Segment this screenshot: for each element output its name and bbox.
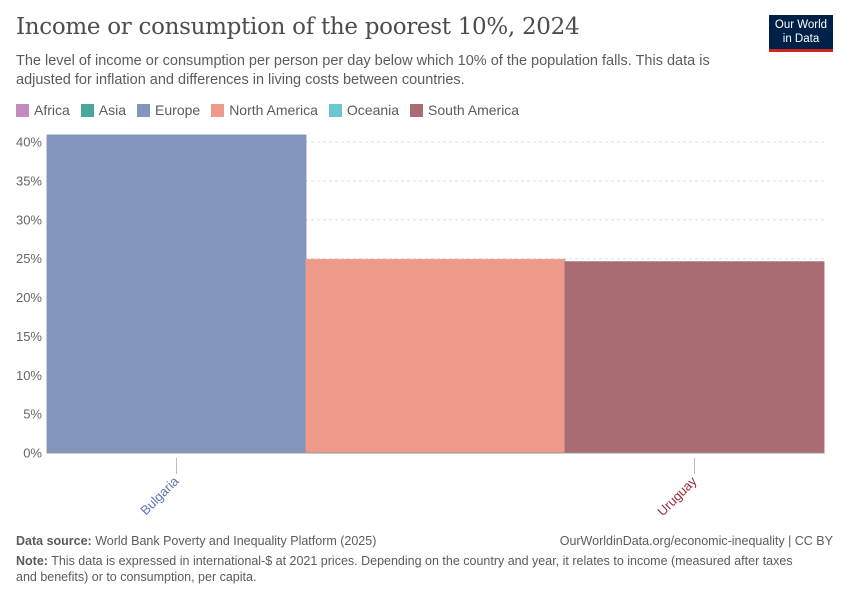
legend: Africa Asia Europe North America Oceania Sout… (16, 102, 519, 118)
legend-swatch (80, 103, 94, 117)
logo-line2: in Data (782, 33, 820, 45)
y-tick-label: 5% (23, 407, 42, 422)
legend-swatch (410, 103, 424, 117)
y-tick-label: 30% (16, 212, 42, 227)
logo-line1: Our World (774, 19, 828, 31)
x-tick-label: Bulgaria (137, 473, 182, 518)
note-text: This data is expressed in international-… (16, 554, 793, 584)
y-tick-label: 0% (23, 446, 42, 461)
legend-swatch (16, 103, 29, 117)
legend-label: North America (229, 102, 318, 118)
bar[interactable] (46, 134, 307, 454)
chart-subtitle: The level of income or consumption per p… (16, 53, 710, 88)
y-tick-label: 40% (16, 135, 42, 150)
y-tick-label: 25% (16, 251, 42, 266)
legend-label: Asia (98, 102, 127, 118)
legend-label: Europe (155, 102, 201, 118)
y-tick-label: 35% (16, 173, 42, 188)
y-tick-label: 10% (16, 368, 42, 383)
legend-swatch (328, 103, 342, 117)
legend-item[interactable]: Oceania (328, 102, 400, 118)
source-label: Data source: (16, 534, 92, 548)
legend-item[interactable]: South America (410, 102, 519, 118)
source-url[interactable]: OurWorldinData.org/economic-inequality |… (559, 534, 833, 548)
bar[interactable] (305, 258, 566, 454)
note-label: Note: (16, 554, 48, 568)
bar[interactable] (564, 261, 825, 454)
legend-label: Africa (34, 102, 70, 118)
y-tick-label: 15% (16, 329, 42, 344)
legend-item[interactable]: Africa (16, 102, 70, 118)
source-text: World Bank Poverty and Inequality Platfo… (95, 534, 377, 548)
data-source: Data source: World Bank Poverty and Ineq… (16, 533, 376, 549)
legend-swatch (137, 103, 151, 117)
legend-item[interactable]: North America (211, 102, 318, 118)
y-tick-label: 20% (16, 290, 42, 305)
owid-logo[interactable]: Our World in Data (769, 15, 833, 52)
legend-label: South America (428, 102, 520, 118)
chart-title: Income or consumption of the poorest 10%… (16, 14, 580, 40)
legend-label: Oceania (346, 102, 400, 118)
note: Note: This data is expressed in internat… (16, 553, 816, 585)
x-tick-label: Uruguay (654, 473, 700, 519)
legend-item[interactable]: Asia (80, 102, 127, 118)
legend-swatch (211, 103, 225, 117)
legend-item[interactable]: Europe (137, 102, 200, 118)
